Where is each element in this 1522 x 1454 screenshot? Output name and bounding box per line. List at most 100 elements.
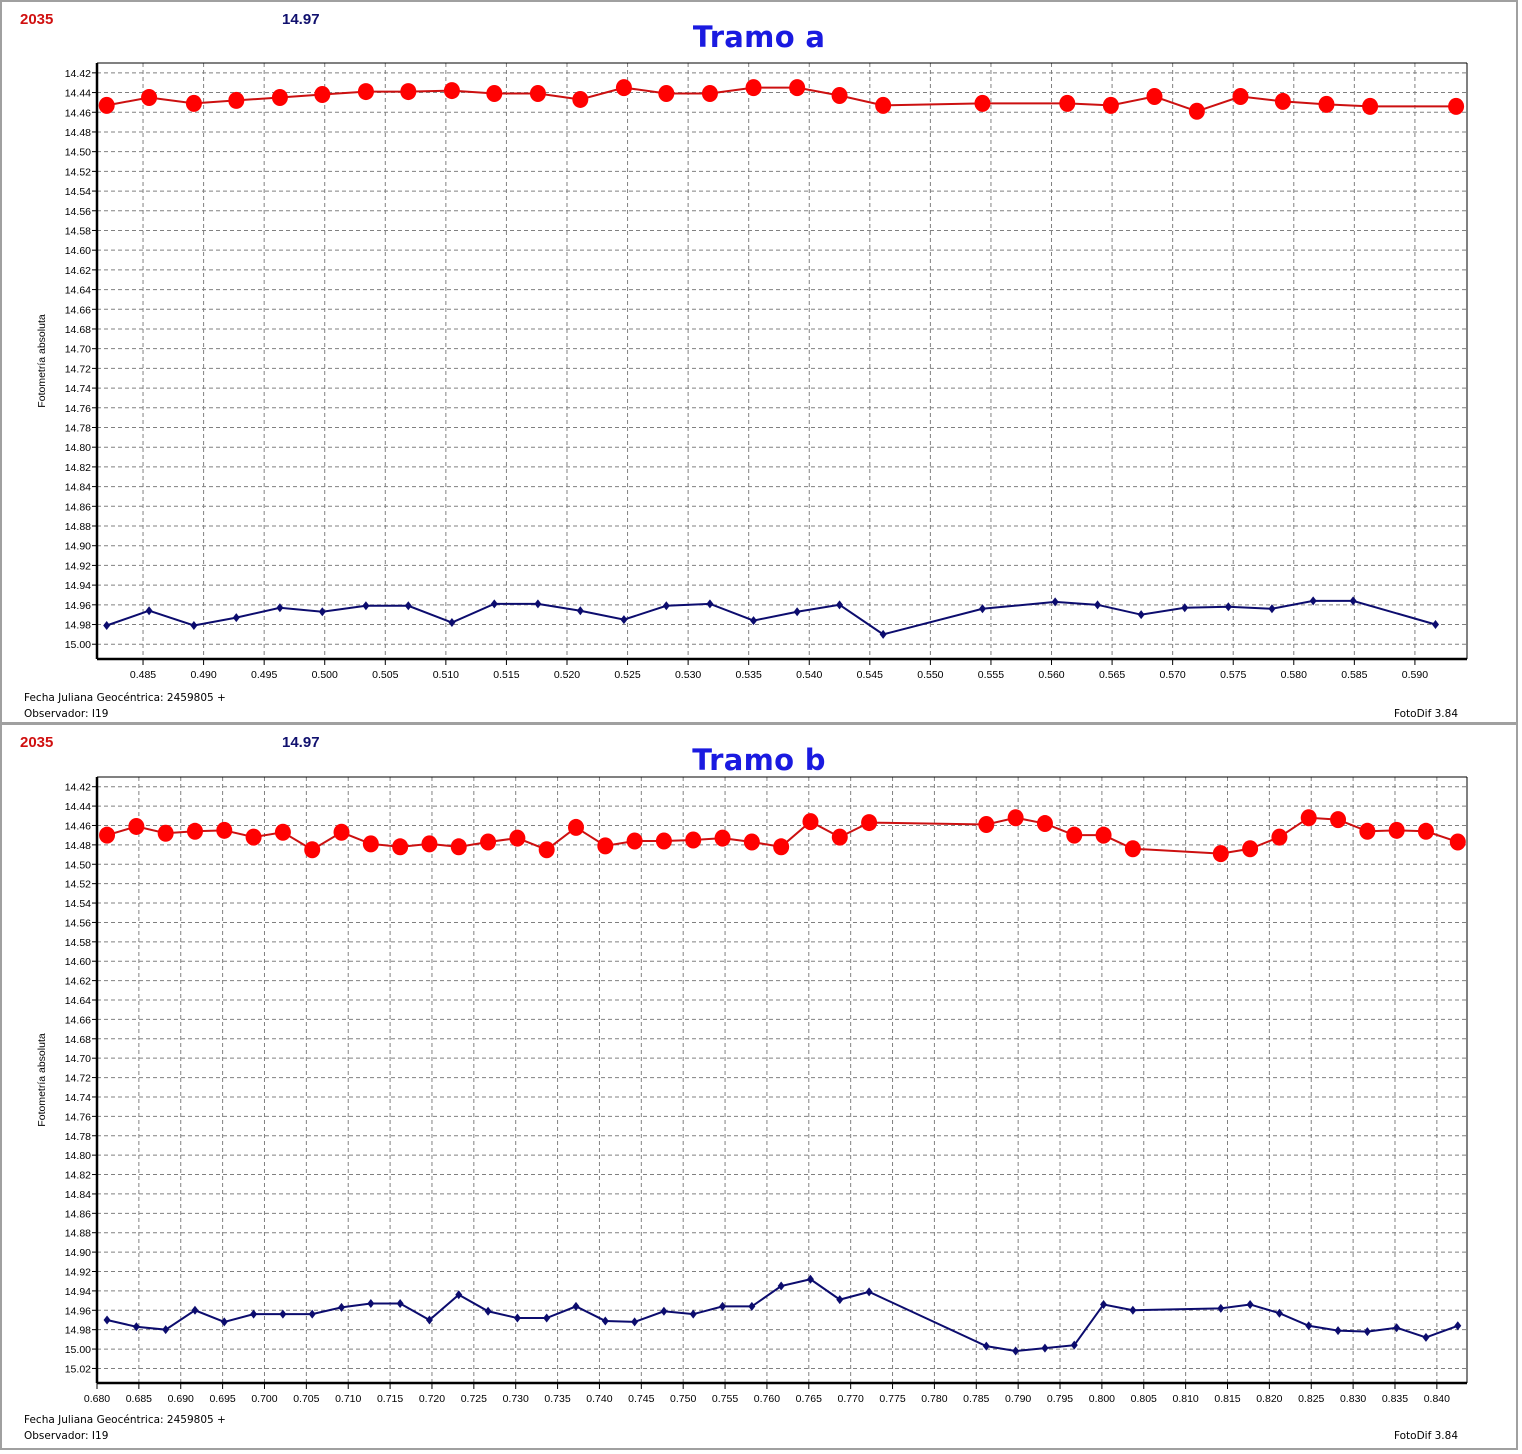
- x-tick-label: 0.690: [168, 1393, 194, 1405]
- target-data-point: [392, 838, 409, 856]
- target-data-point: [875, 96, 892, 114]
- x-tick-label: 0.555: [978, 669, 1004, 681]
- comparison-data-point: [1454, 1321, 1462, 1331]
- comparison-data-point: [362, 601, 370, 611]
- y-tick-label: 14.52: [65, 879, 91, 891]
- comparison-data-point: [279, 1309, 287, 1319]
- x-tick-label: 0.535: [736, 669, 762, 681]
- comparison-data-point: [1070, 1340, 1078, 1350]
- y-tick-label: 14.62: [65, 976, 91, 988]
- target-data-point: [216, 821, 233, 839]
- target-id-label: 2035: [20, 734, 54, 751]
- x-tick-label: 0.775: [879, 1393, 905, 1405]
- comparison-mag-label: 14.97: [282, 11, 320, 28]
- target-data-point: [141, 88, 158, 106]
- target-data-point: [655, 832, 672, 850]
- comparison-data-point: [162, 1325, 170, 1335]
- comparison-data-point: [836, 1295, 844, 1305]
- target-data-point: [362, 835, 379, 853]
- comparison-data-point: [1012, 1346, 1020, 1356]
- comparison-data-point: [484, 1306, 492, 1316]
- target-data-point: [597, 837, 614, 855]
- target-data-point: [333, 823, 350, 841]
- y-tick-label: 14.44: [65, 801, 91, 813]
- x-tick-label: 0.835: [1382, 1393, 1408, 1405]
- comparison-data-point: [1100, 1299, 1108, 1309]
- y-tick-label: 14.80: [65, 1150, 91, 1162]
- comparison-data-point: [367, 1298, 375, 1308]
- y-axis-label: Fotometría absoluta: [36, 314, 48, 408]
- comparison-data-point: [1275, 1308, 1283, 1318]
- target-data-point: [615, 79, 632, 97]
- y-tick-label: 14.56: [65, 917, 91, 929]
- x-tick-label: 0.530: [675, 669, 701, 681]
- target-data-point: [1102, 96, 1119, 114]
- comparison-data-point: [748, 1301, 756, 1311]
- comparison-data-point: [978, 604, 986, 614]
- comparison-data-point: [1094, 600, 1102, 610]
- y-tick-label: 14.46: [65, 107, 91, 119]
- y-tick-label: 14.76: [65, 1111, 91, 1123]
- target-data-point: [745, 79, 762, 97]
- x-tick-label: 0.560: [1038, 669, 1064, 681]
- y-tick-label: 14.72: [65, 1073, 91, 1085]
- comparison-data-point: [706, 599, 714, 609]
- y-tick-label: 14.84: [65, 482, 91, 494]
- comparison-data-point: [308, 1309, 316, 1319]
- target-data-point: [685, 831, 702, 849]
- chart-title: Tramo b: [692, 743, 826, 777]
- target-data-point: [245, 828, 262, 846]
- x-tick-label: 0.825: [1298, 1393, 1324, 1405]
- target-data-point: [304, 841, 321, 859]
- y-tick-label: 14.88: [65, 1228, 91, 1240]
- comparison-data-point: [620, 615, 628, 625]
- y-tick-label: 14.74: [65, 383, 91, 395]
- comparison-data-point: [1349, 596, 1357, 606]
- y-tick-label: 14.78: [65, 1131, 91, 1143]
- target-data-point: [572, 90, 589, 108]
- y-tick-label: 14.88: [65, 521, 91, 533]
- x-tick-label: 0.815: [1214, 1393, 1240, 1405]
- comparison-data-point: [448, 618, 456, 628]
- comparison-data-point: [276, 603, 284, 613]
- y-tick-label: 14.84: [65, 1189, 91, 1201]
- y-tick-label: 14.68: [65, 1034, 91, 1046]
- comparison-data-point: [220, 1317, 228, 1327]
- y-tick-label: 14.42: [65, 782, 91, 794]
- comparison-data-point: [601, 1316, 609, 1326]
- comparison-data-point: [190, 621, 198, 631]
- comparison-data-point: [338, 1302, 346, 1312]
- x-tick-label: 0.790: [1005, 1393, 1031, 1405]
- comparison-data-point: [1129, 1305, 1137, 1315]
- target-data-point: [157, 824, 174, 842]
- software-version: FotoDif 3.84: [1393, 1430, 1458, 1442]
- comparison-data-point: [1224, 602, 1232, 612]
- comparison-series-line: [106, 1278, 1459, 1353]
- x-tick-label: 0.700: [251, 1393, 277, 1405]
- software-version: FotoDif 3.84: [1393, 708, 1458, 720]
- target-data-point: [701, 85, 718, 103]
- y-tick-label: 14.90: [65, 1247, 91, 1259]
- comparison-data-point: [1268, 604, 1276, 614]
- comparison-data-point: [1422, 1332, 1430, 1342]
- comparison-data-point: [660, 1306, 668, 1316]
- target-data-point: [357, 83, 374, 101]
- target-data-point: [773, 838, 790, 856]
- target-data-point: [1007, 809, 1024, 827]
- target-data-point: [974, 94, 991, 112]
- target-data-point: [1095, 826, 1112, 844]
- y-tick-label: 14.56: [65, 206, 91, 218]
- comparison-data-point: [750, 616, 758, 626]
- x-tick-label: 0.745: [628, 1393, 654, 1405]
- comparison-data-point: [318, 607, 326, 617]
- y-tick-label: 15.00: [65, 639, 91, 651]
- y-tick-label: 14.48: [65, 127, 91, 139]
- comparison-data-point: [689, 1309, 697, 1319]
- x-tick-label: 0.525: [614, 669, 640, 681]
- comparison-data-point: [425, 1315, 433, 1325]
- x-tick-label: 0.505: [372, 669, 398, 681]
- comparison-data-point: [982, 1341, 990, 1351]
- x-tick-label: 0.820: [1256, 1393, 1282, 1405]
- comparison-data-point: [572, 1301, 580, 1311]
- comparison-data-point: [1432, 620, 1440, 630]
